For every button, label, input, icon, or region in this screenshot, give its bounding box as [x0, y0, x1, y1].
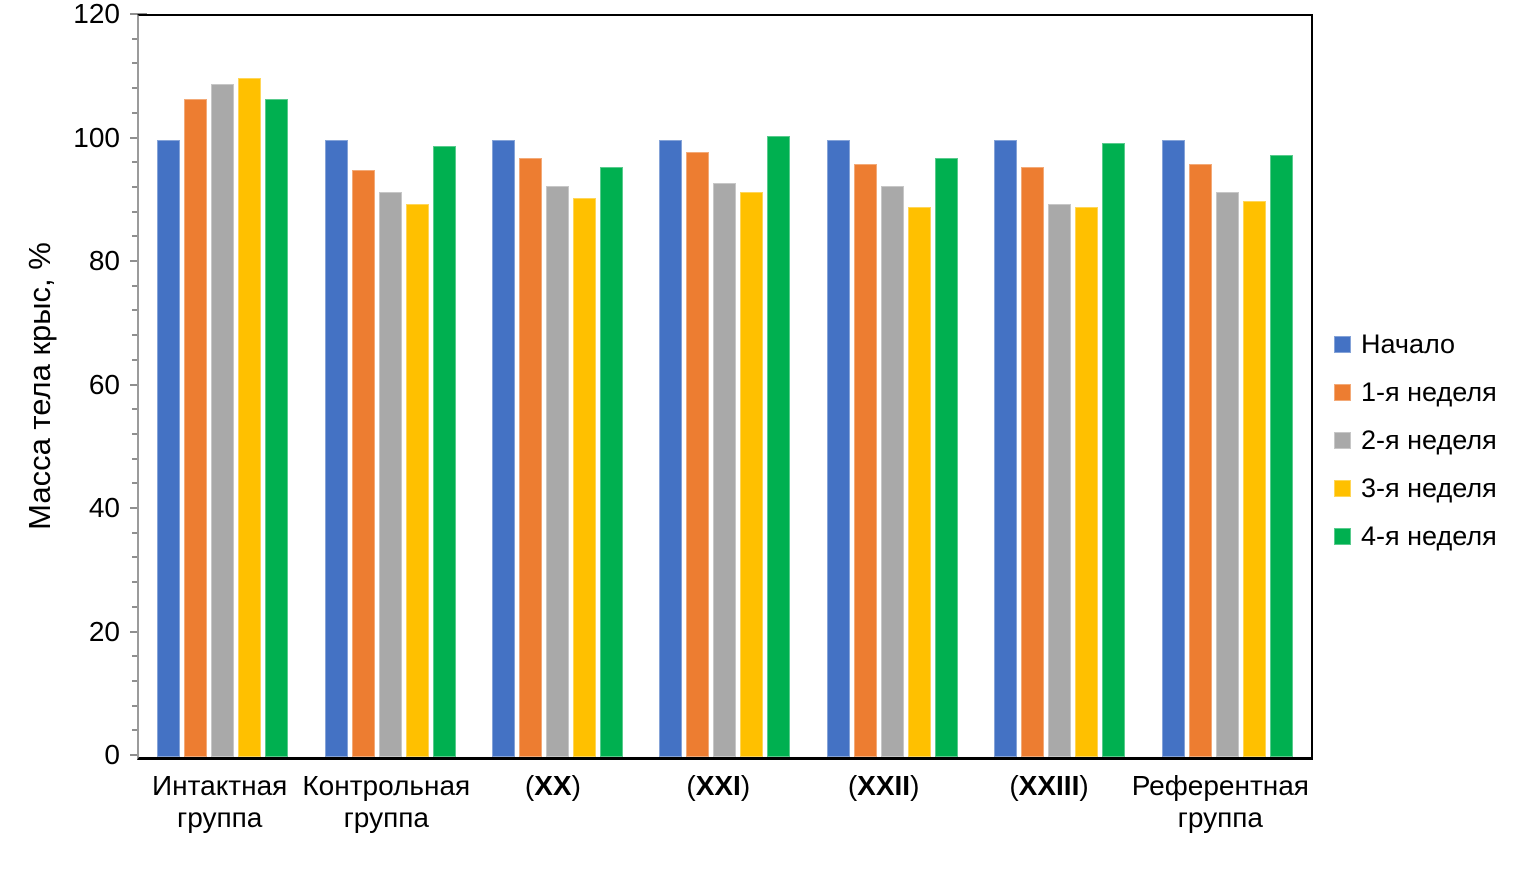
bar [157, 139, 181, 757]
bar [1188, 164, 1212, 757]
y-tick-label: 100 [73, 121, 120, 153]
bar [546, 185, 570, 757]
y-tick-label: 80 [88, 245, 120, 276]
x-axis-label: (XX) [524, 770, 581, 801]
y-tick-label: 0 [104, 739, 120, 770]
bar [211, 83, 235, 757]
legend: Начало 1-я неделя 2-я неделя 3-я неделя 4-я … [1334, 330, 1497, 549]
bar [686, 151, 710, 757]
legend-item: Начало [1334, 330, 1497, 357]
bar [238, 77, 262, 757]
bar [907, 207, 931, 757]
bar [184, 99, 208, 757]
bar [994, 139, 1018, 757]
bar [351, 170, 375, 757]
bar [767, 136, 791, 757]
x-axis-label: (XXIII) [1009, 770, 1089, 801]
x-axis-labels: Интактная группа Контрольная группа (XX) (X… [137, 770, 1309, 834]
legend-label: 3-я неделя [1361, 472, 1497, 503]
y-tick-label: 40 [88, 492, 120, 523]
bar [1161, 139, 1185, 757]
legend-label: 1-я неделя [1361, 376, 1497, 407]
bar-group [1144, 16, 1311, 757]
bar [265, 99, 289, 757]
legend-swatch [1334, 335, 1351, 353]
bar [1102, 142, 1126, 757]
bar [492, 139, 516, 757]
bar [934, 158, 958, 757]
bar [600, 167, 624, 757]
x-axis-label: Интактная группа [152, 770, 288, 833]
bar [880, 185, 904, 757]
x-axis-label: (XXI) [686, 770, 751, 801]
bar-group [306, 16, 473, 757]
bar [1021, 167, 1045, 757]
bar-group [809, 16, 976, 757]
y-tick-label: 60 [88, 368, 120, 400]
bar [573, 198, 597, 757]
legend-item: 4-я неделя [1334, 522, 1497, 549]
legend-swatch [1334, 479, 1351, 497]
bar [1215, 192, 1239, 757]
bar-group [641, 16, 808, 757]
x-axis-label: Референтная группа [1131, 770, 1309, 833]
bar-group [976, 16, 1143, 757]
bar [1242, 201, 1266, 757]
bar [1048, 204, 1072, 757]
legend-label: Начало [1361, 328, 1456, 359]
legend-label: 4-я неделя [1361, 520, 1497, 551]
x-axis-label: (XXII) [847, 770, 920, 801]
bar [713, 182, 737, 757]
bar-group [474, 16, 641, 757]
bar-groups [139, 16, 1311, 757]
legend-item: 3-я неделя [1334, 474, 1497, 501]
bar [519, 158, 543, 757]
y-tick-label: 120 [73, 0, 120, 29]
bar [1075, 207, 1099, 757]
bar [1269, 154, 1293, 757]
bar [432, 145, 456, 757]
bar [826, 139, 850, 757]
legend-item: 1-я неделя [1334, 378, 1497, 405]
y-tick-label: 20 [88, 615, 120, 647]
legend-swatch [1334, 431, 1351, 449]
bar-group [139, 16, 306, 757]
legend-swatch [1334, 527, 1351, 545]
bar [659, 139, 683, 757]
x-axis-label: Контрольная группа [302, 770, 471, 833]
bar [740, 192, 764, 757]
bar [853, 164, 877, 757]
bar [378, 192, 402, 757]
bar [324, 139, 348, 757]
plot-area [137, 14, 1313, 760]
legend-swatch [1334, 383, 1351, 401]
legend-label: 2-я неделя [1361, 424, 1497, 455]
legend-item: 2-я неделя [1334, 426, 1497, 453]
bar [405, 204, 429, 757]
